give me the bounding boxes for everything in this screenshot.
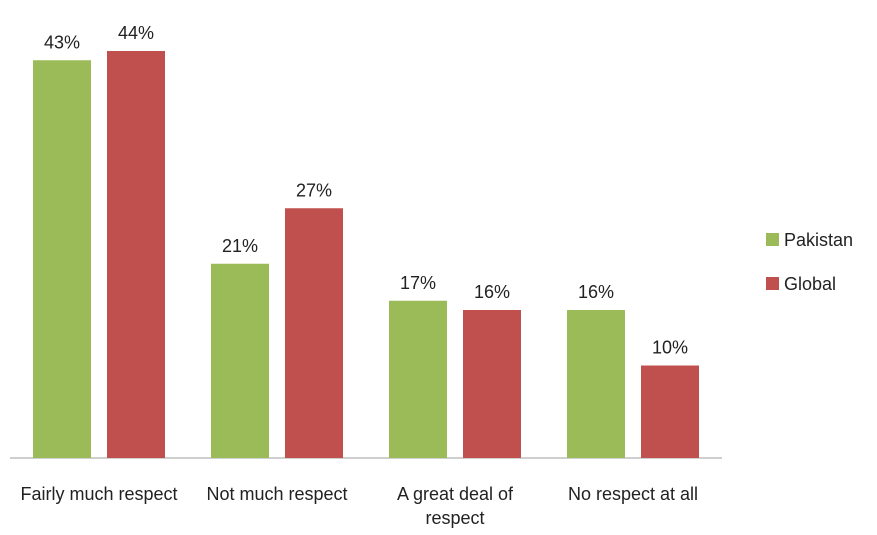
legend-swatch bbox=[766, 233, 779, 246]
bar bbox=[567, 310, 625, 458]
legend-swatch bbox=[766, 277, 779, 290]
bar bbox=[389, 300, 447, 458]
data-label: 21% bbox=[222, 236, 258, 256]
legend-label: Pakistan bbox=[784, 230, 853, 250]
data-label: 16% bbox=[578, 282, 614, 302]
x-tick-label: A great deal of respect bbox=[396, 484, 514, 528]
data-label: 10% bbox=[652, 338, 688, 358]
data-label: 43% bbox=[44, 32, 80, 52]
legend-label: Global bbox=[784, 274, 836, 294]
bar bbox=[107, 51, 165, 458]
data-label: 16% bbox=[474, 282, 510, 302]
data-label: 27% bbox=[296, 180, 332, 200]
bar bbox=[33, 60, 91, 458]
bar bbox=[641, 365, 699, 458]
data-label: 44% bbox=[118, 23, 154, 43]
bar bbox=[211, 263, 269, 458]
bar bbox=[285, 208, 343, 458]
x-tick-label: No respect at all bbox=[567, 484, 699, 504]
data-label: 17% bbox=[400, 273, 436, 293]
x-tick-label: Fairly much respect bbox=[20, 484, 178, 504]
bar bbox=[463, 310, 521, 458]
x-tick-label: Not much respect bbox=[206, 484, 348, 504]
